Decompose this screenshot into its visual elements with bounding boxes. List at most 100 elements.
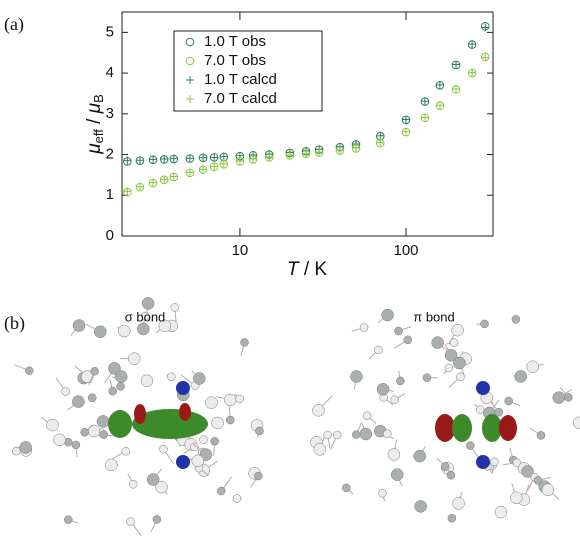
atom <box>25 366 34 375</box>
atom <box>514 370 527 383</box>
atom <box>480 319 489 329</box>
atom <box>152 515 162 524</box>
atom <box>466 441 475 450</box>
atom <box>137 322 150 336</box>
atom <box>390 468 404 481</box>
point <box>123 156 132 165</box>
atom <box>452 497 465 510</box>
atom <box>449 338 459 347</box>
atom <box>526 360 539 373</box>
legend-marker <box>186 95 194 103</box>
atom <box>394 326 403 336</box>
atom <box>512 458 522 468</box>
point <box>249 155 258 164</box>
point <box>169 172 178 181</box>
atom <box>313 443 327 456</box>
point <box>352 144 361 153</box>
atom <box>80 427 89 437</box>
point <box>435 101 444 110</box>
atom <box>141 297 155 310</box>
nitrogen <box>476 455 490 469</box>
atom <box>444 363 453 373</box>
point <box>169 154 178 163</box>
atom <box>381 308 394 322</box>
point <box>302 149 311 158</box>
atom <box>521 465 534 478</box>
atom <box>105 458 118 472</box>
point <box>160 155 169 164</box>
point <box>123 187 132 196</box>
atom <box>352 430 361 439</box>
atom <box>444 349 458 362</box>
atom <box>413 449 426 463</box>
atom <box>46 418 59 432</box>
atom <box>396 376 405 386</box>
atom <box>511 315 521 324</box>
x-tick-label: 10 <box>232 242 249 259</box>
legend-marker <box>185 37 195 47</box>
atom <box>223 393 237 407</box>
atom <box>72 319 86 332</box>
point <box>376 131 385 140</box>
orbital-lobe <box>179 403 191 421</box>
atom <box>541 483 555 497</box>
atom <box>403 335 412 345</box>
orbital-lobe <box>108 410 132 438</box>
atom <box>376 383 390 396</box>
atom <box>129 479 138 489</box>
point <box>468 68 477 77</box>
y-tick-label: 0 <box>106 227 114 244</box>
atom <box>440 462 450 471</box>
point <box>219 159 228 168</box>
legend-label: 1.0 T calcd <box>204 71 277 88</box>
legend-label: 1.0 T obs <box>204 33 266 50</box>
atom <box>422 373 432 382</box>
point <box>402 127 411 136</box>
point <box>210 162 219 171</box>
point <box>210 153 219 162</box>
atom <box>87 393 97 403</box>
atom <box>121 446 131 456</box>
orbital-label: σ bond <box>125 309 166 324</box>
point <box>199 153 208 162</box>
y-tick-label: 4 <box>106 64 114 81</box>
atom <box>72 395 85 408</box>
nitrogen <box>476 381 490 395</box>
atom <box>116 382 125 391</box>
atom <box>494 407 504 417</box>
atom <box>552 391 566 404</box>
atom <box>387 448 401 461</box>
atom <box>126 517 135 526</box>
atom <box>475 405 485 414</box>
atom <box>90 366 99 376</box>
atom <box>504 396 513 406</box>
atom <box>536 431 546 440</box>
orbital-lobe <box>435 414 455 442</box>
panel-label: (a) <box>4 14 24 35</box>
atom <box>118 324 131 338</box>
atom <box>12 446 21 456</box>
y-tick-label: 1 <box>106 186 114 203</box>
atom <box>205 396 218 409</box>
atom <box>255 426 264 436</box>
legend-marker <box>185 56 195 66</box>
atom <box>240 338 249 347</box>
atom <box>155 480 168 494</box>
atom <box>414 500 427 513</box>
atom <box>146 473 160 486</box>
point <box>219 152 228 161</box>
point <box>235 157 244 166</box>
atom <box>211 416 224 430</box>
point <box>481 53 490 62</box>
atom <box>94 325 107 339</box>
atom <box>108 362 121 375</box>
point <box>199 165 208 174</box>
atom <box>378 489 387 498</box>
atom <box>210 437 219 446</box>
atom <box>359 427 373 441</box>
atom <box>87 424 101 438</box>
y-tick-label: 3 <box>106 105 114 122</box>
atom <box>141 311 150 321</box>
point <box>402 115 411 124</box>
point <box>481 23 490 32</box>
